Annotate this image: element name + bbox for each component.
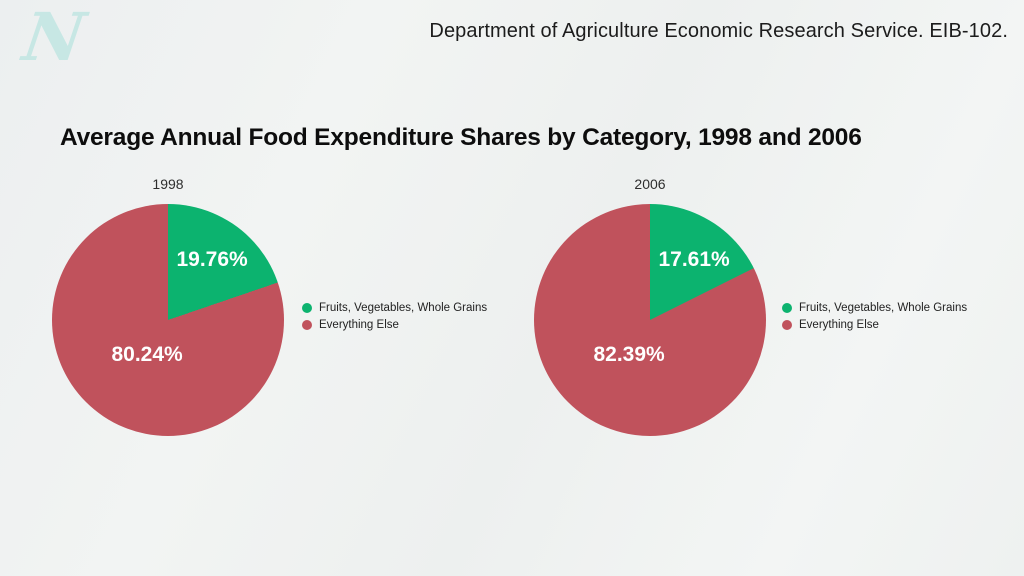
- pie-1998-year-label: 1998: [152, 176, 184, 192]
- pie-chart-1998: 19.76% 80.24%: [52, 204, 284, 436]
- legend-label: Everything Else: [799, 319, 879, 331]
- legend-item: Everything Else: [302, 319, 487, 331]
- source-citation: Department of Agriculture Economic Resea…: [429, 20, 1008, 42]
- pie-2006-red-value-label: 82.39%: [593, 342, 665, 366]
- legend-2006: Fruits, Vegetables, Whole Grains Everyth…: [782, 302, 967, 336]
- pie-1998-red-value-label: 80.24%: [111, 342, 183, 366]
- green-legend-dot-icon: [782, 303, 792, 313]
- legend-item: Fruits, Vegetables, Whole Grains: [302, 302, 487, 314]
- legend-label: Fruits, Vegetables, Whole Grains: [319, 302, 488, 314]
- red-legend-dot-icon: [302, 320, 312, 330]
- nutritionfacts-n-logo: N: [18, 0, 90, 76]
- legend-label: Everything Else: [319, 319, 399, 331]
- pie-1998-green-value-label: 19.76%: [176, 247, 248, 271]
- pie-2006-green-value-label: 17.61%: [658, 247, 730, 271]
- legend-label: Fruits, Vegetables, Whole Grains: [799, 302, 968, 314]
- green-legend-dot-icon: [302, 303, 312, 313]
- pie-chart-2006: 17.61% 82.39%: [534, 204, 766, 436]
- legend-item: Everything Else: [782, 319, 967, 331]
- legend-1998: Fruits, Vegetables, Whole Grains Everyth…: [302, 302, 487, 336]
- slide-title: Average Annual Food Expenditure Shares b…: [60, 124, 862, 151]
- legend-item: Fruits, Vegetables, Whole Grains: [782, 302, 967, 314]
- red-legend-dot-icon: [782, 320, 792, 330]
- pie-2006-year-label: 2006: [634, 176, 666, 192]
